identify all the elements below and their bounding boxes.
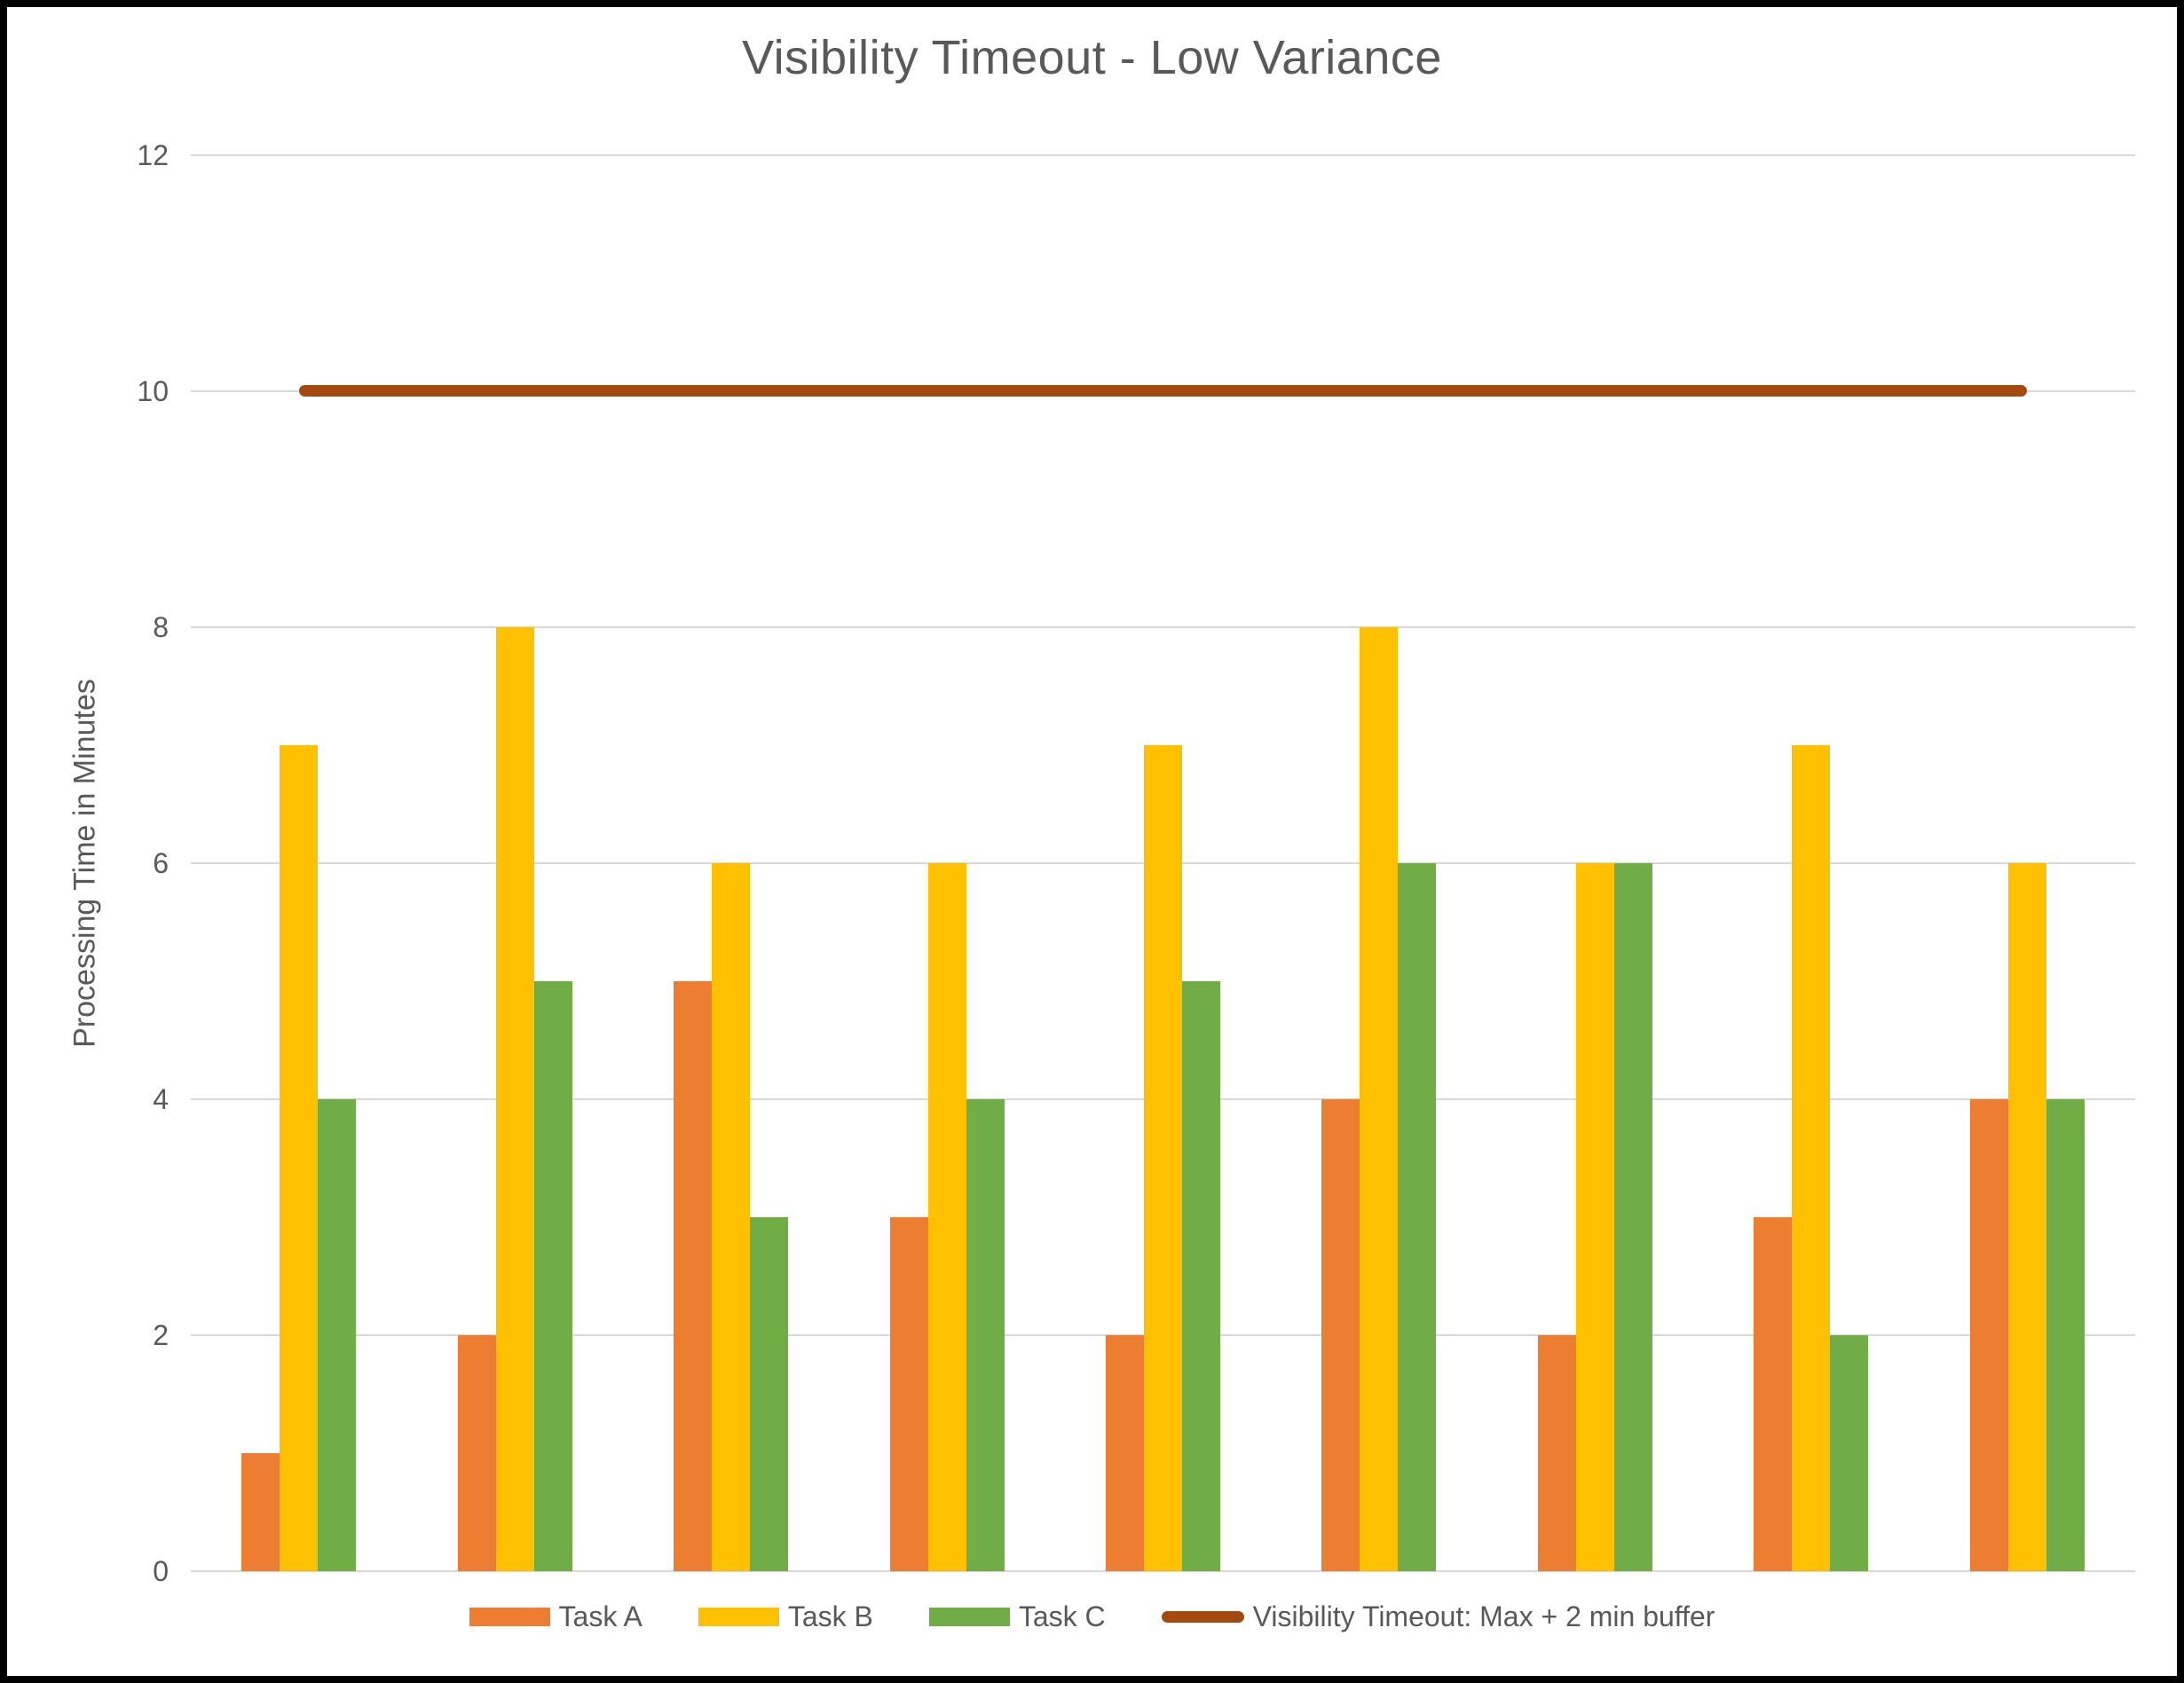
- bar-task-a-group-6: [1321, 1099, 1360, 1571]
- bar-task-c-group-2: [533, 981, 572, 1571]
- bar-task-a-group-1: [241, 1453, 280, 1571]
- task-c-swatch-icon: [928, 1608, 1010, 1626]
- chart-title: Visibility Timeout - Low Variance: [742, 31, 1442, 84]
- gridline-12: [191, 154, 2135, 156]
- legend-label-visibility-timeout: Visibility Timeout: Max + 2 min buffer: [1252, 1600, 1715, 1632]
- legend-label-task-b: Task B: [787, 1600, 873, 1632]
- legend-label-task-a: Task A: [558, 1600, 643, 1632]
- y-tick-label-12: 12: [137, 139, 169, 171]
- plot-area: [191, 154, 2135, 1572]
- legend: Task A Task B Task C Visibility Timeout:…: [7, 1600, 2177, 1633]
- y-tick-label-2: 2: [153, 1319, 169, 1351]
- bar-task-c-group-9: [2046, 1099, 2085, 1571]
- bar-task-c-group-6: [1398, 863, 1437, 1571]
- bar-task-b-group-2: [495, 627, 534, 1571]
- bar-task-b-group-7: [1575, 863, 1614, 1571]
- legend-item-task-b: Task B: [698, 1600, 873, 1633]
- legend-item-visibility-timeout: Visibility Timeout: Max + 2 min buffer: [1161, 1600, 1715, 1633]
- bar-group-1: [191, 155, 406, 1571]
- bar-task-a-group-4: [889, 1217, 928, 1571]
- task-a-swatch-icon: [469, 1608, 550, 1626]
- bar-group-4: [839, 155, 1054, 1571]
- bar-group-5: [1055, 155, 1271, 1571]
- bar-task-a-group-3: [674, 981, 713, 1571]
- bar-task-b-group-1: [280, 745, 319, 1571]
- bar-task-a-group-5: [1105, 1335, 1144, 1571]
- bar-task-b-group-5: [1143, 745, 1182, 1571]
- bar-task-b-group-6: [1360, 627, 1399, 1571]
- bar-task-b-group-9: [2007, 863, 2046, 1571]
- bar-group-2: [406, 155, 622, 1571]
- y-tick-label-10: 10: [137, 374, 169, 407]
- bar-task-c-group-5: [1181, 981, 1220, 1571]
- bar-group-6: [1271, 155, 1486, 1571]
- bar-task-c-group-1: [318, 1099, 357, 1571]
- y-tick-label-4: 4: [153, 1082, 169, 1115]
- bar-group-3: [623, 155, 839, 1571]
- bar-task-a-group-8: [1754, 1217, 1793, 1571]
- legend-item-task-c: Task C: [928, 1600, 1106, 1633]
- bar-task-a-group-7: [1537, 1335, 1576, 1571]
- bar-task-c-group-3: [750, 1217, 789, 1571]
- bar-task-c-group-4: [966, 1099, 1005, 1571]
- gridline-0: [191, 1570, 2135, 1572]
- y-tick-label-6: 6: [153, 847, 169, 879]
- bar-task-c-group-8: [1830, 1335, 1869, 1571]
- bar-task-b-group-8: [1792, 745, 1831, 1571]
- bar-task-a-group-9: [1969, 1099, 2008, 1571]
- y-tick-label-0: 0: [153, 1555, 169, 1587]
- visibility-timeout-line-icon: [1161, 1611, 1244, 1623]
- bar-group-9: [1920, 155, 2135, 1571]
- visibility-timeout-line: [298, 385, 2028, 397]
- bar-task-a-group-2: [457, 1335, 496, 1571]
- bar-group-7: [1487, 155, 1703, 1571]
- legend-item-task-a: Task A: [469, 1600, 643, 1633]
- bar-task-b-group-3: [712, 863, 751, 1571]
- y-tick-label-8: 8: [153, 610, 169, 643]
- bar-group-8: [1703, 155, 1919, 1571]
- gridline-8: [191, 625, 2135, 628]
- bar-task-c-group-7: [1613, 863, 1652, 1571]
- chart-canvas: Visibility Timeout - Low Variance Proces…: [7, 7, 2177, 1676]
- bar-task-b-group-4: [927, 863, 966, 1571]
- task-b-swatch-icon: [698, 1608, 779, 1626]
- legend-label-task-c: Task C: [1018, 1600, 1106, 1632]
- y-axis-tick-labels: 0 2 4 6 8 10 12: [60, 141, 169, 1585]
